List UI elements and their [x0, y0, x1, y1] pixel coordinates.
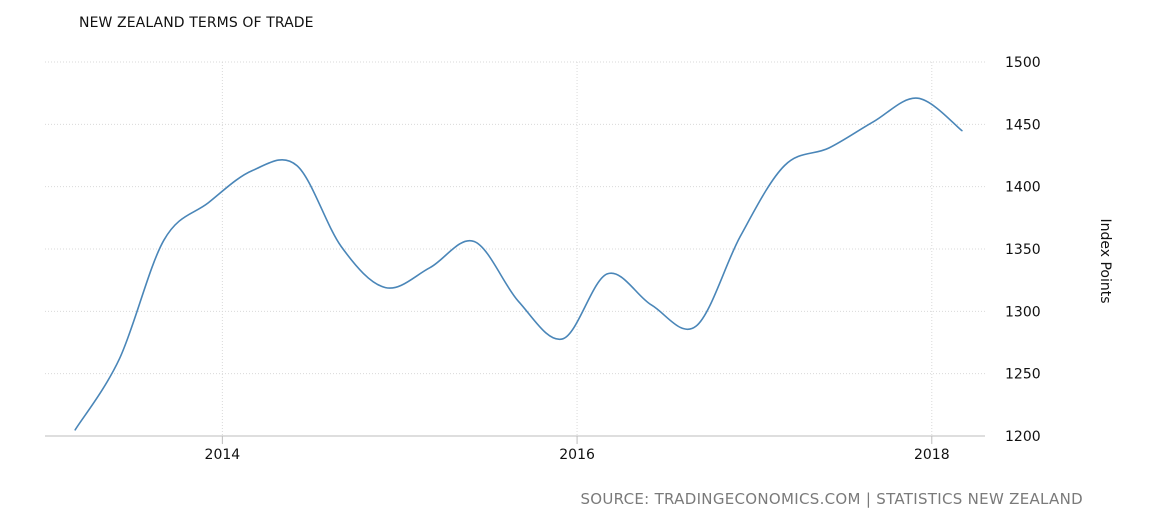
data-point	[250, 168, 255, 173]
series-line	[74, 97, 963, 431]
data-point	[516, 299, 521, 304]
data-point	[339, 244, 344, 249]
y-tick-label: 1500	[1005, 55, 1041, 71]
data-point	[693, 324, 698, 329]
data-point	[738, 234, 743, 239]
y-tick-label: 1450	[1005, 117, 1041, 133]
axes	[45, 435, 985, 444]
y-tick-label: 1400	[1005, 180, 1041, 196]
chart-title: NEW ZEALAND TERMS OF TRADE	[79, 15, 314, 31]
y-tick-label: 1350	[1005, 242, 1041, 258]
data-point	[472, 239, 477, 244]
tick-labels: 1200 1250 1300 1350 1400 1450 1500 2014 2016 2018	[205, 55, 1041, 463]
x-tick-label: 2016	[559, 447, 595, 463]
data-point	[117, 356, 122, 361]
data-point	[782, 163, 787, 168]
y-axis-label: Index Points	[1097, 218, 1113, 303]
x-tick-label: 2014	[205, 447, 241, 463]
y-tick-label: 1300	[1005, 304, 1041, 320]
data-point	[206, 200, 211, 205]
data-point	[560, 336, 565, 341]
data-point	[427, 265, 432, 270]
data-point	[383, 285, 388, 290]
data-point	[649, 303, 654, 308]
grid-lines	[45, 61, 985, 437]
data-point	[294, 163, 299, 168]
data-point	[915, 96, 920, 101]
data-point	[161, 238, 166, 243]
data-point	[826, 146, 831, 151]
y-tick-label: 1250	[1005, 367, 1041, 383]
data-point	[871, 119, 876, 124]
series-layer	[73, 96, 964, 432]
x-tick-label: 2018	[914, 447, 950, 463]
y-tick-label: 1200	[1005, 429, 1041, 445]
source-attribution: SOURCE: TRADINGECONOMICS.COM | STATISTIC…	[580, 490, 1083, 508]
data-point	[605, 271, 610, 276]
data-point	[73, 427, 78, 432]
data-point	[959, 128, 964, 133]
